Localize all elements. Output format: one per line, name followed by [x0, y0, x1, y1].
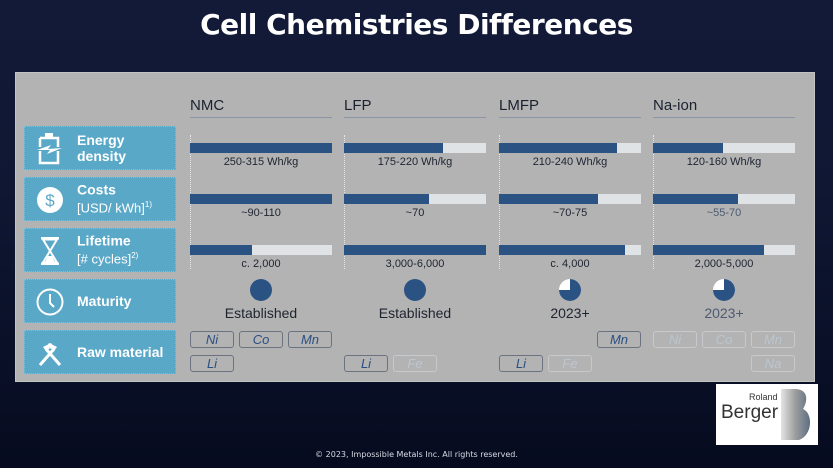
label-lifetime-line2: [# cycles]: [77, 251, 132, 267]
logo-berger: Berger: [721, 402, 779, 423]
clock-icon: [36, 288, 64, 316]
lifetime-value-lmfp: c. 4,000: [550, 258, 590, 270]
lifetime-bar-fill: [653, 245, 764, 255]
energy-bar-fill: [653, 143, 723, 153]
maturity-label-lfp: Established: [378, 305, 452, 321]
maturity-indicator-na-ion: [713, 279, 735, 301]
maturity-indicator-lmfp: [559, 279, 581, 301]
lifetime-value-nmc: c. 2,000: [241, 258, 281, 270]
label-costs-line1: Costs: [77, 181, 116, 198]
column-header-lmfp: LMFP: [499, 97, 540, 114]
label-energy-line2: density: [77, 148, 127, 164]
energy-value-lmfp: 210-240 Wh/kg: [532, 156, 608, 168]
costs-value-nmc: ~90-110: [241, 207, 281, 219]
energy-value-na-ion: 120-160 Wh/kg: [686, 156, 762, 168]
material-chip-fe: Fe: [393, 355, 437, 372]
material-chip-mn: Mn: [288, 331, 332, 348]
column-rule: [653, 117, 795, 118]
costs-bar-nmc: [190, 194, 332, 204]
energy-bar-fill: [190, 143, 332, 153]
costs-bar-lfp: [344, 194, 486, 204]
column-header-lfp: LFP: [344, 97, 372, 114]
maturity-label-lmfp: 2023+: [550, 305, 590, 321]
maturity-indicator-lfp: [404, 279, 426, 301]
label-maturity: Maturity: [77, 293, 132, 309]
hourglass-icon: [41, 237, 59, 265]
energy-bar-fill: [499, 143, 617, 153]
label-energy-line1: Energy: [77, 132, 125, 148]
lifetime-bar-fill: [499, 245, 626, 255]
energy-bar-nmc: [190, 143, 332, 153]
material-chip-ni: Ni: [653, 331, 697, 348]
row-label-maturity: Maturity: [24, 279, 176, 323]
costs-bar-fill: [344, 194, 430, 204]
column-header-na-ion: Na-ion: [653, 97, 698, 114]
copyright-footer: © 2023, Impossible Metals Inc. All right…: [315, 450, 518, 459]
material-chip-li: Li: [344, 355, 388, 372]
material-chip-li: Li: [190, 355, 234, 372]
row-label-energy-density: Energy density: [24, 126, 176, 170]
roland-berger-logo: Roland Berger: [716, 384, 818, 445]
lifetime-bar-lmfp: [499, 245, 641, 255]
energy-bar-lfp: [344, 143, 486, 153]
label-lifetime-line1: Lifetime: [77, 232, 131, 249]
energy-bar-lmfp: [499, 143, 641, 153]
footnote-2: 2): [131, 251, 139, 261]
comparison-panel: Energy density $ Costs [USD/ kWh]1) Lifeti…: [15, 72, 815, 382]
costs-bar-lmfp: [499, 194, 641, 204]
material-chip-mn: Mn: [751, 331, 795, 348]
row-label-lifetime: Lifetime [# cycles]2): [24, 228, 176, 272]
energy-bar-na-ion: [653, 143, 795, 153]
costs-bar-fill: [190, 194, 332, 204]
logo-roland: Roland: [749, 392, 778, 402]
maturity-label-na-ion: 2023+: [704, 305, 744, 321]
material-chip-co: Co: [702, 331, 746, 348]
energy-value-lfp: 175-220 Wh/kg: [377, 156, 453, 168]
label-costs-line2: [USD/ kWh]: [77, 200, 145, 216]
lifetime-bar-lfp: [344, 245, 486, 255]
column-rule: [499, 117, 641, 118]
maturity-label-nmc: Established: [224, 305, 298, 321]
column-header-nmc: NMC: [190, 97, 225, 114]
svg-text:$: $: [45, 191, 55, 210]
lifetime-bar-nmc: [190, 245, 332, 255]
battery-bolt-icon: [37, 133, 62, 165]
costs-bar-na-ion: [653, 194, 795, 204]
costs-value-lfp: ~70: [405, 207, 425, 219]
label-raw-material: Raw material: [77, 344, 164, 360]
material-chip-co: Co: [239, 331, 283, 348]
material-chip-mn: Mn: [597, 331, 641, 348]
column-rule: [344, 117, 486, 118]
row-label-costs: $ Costs [USD/ kWh]1): [24, 177, 176, 221]
maturity-indicator-nmc: [250, 279, 272, 301]
lifetime-value-na-ion: 2,000-5,000: [694, 258, 754, 270]
costs-bar-fill: [499, 194, 599, 204]
costs-bar-fill: [653, 194, 739, 204]
energy-value-nmc: 250-315 Wh/kg: [223, 156, 299, 168]
material-chip-li: Li: [499, 355, 543, 372]
material-chip-fe: Fe: [548, 355, 592, 372]
column-rule: [190, 117, 332, 118]
row-label-raw-material: Raw material: [24, 330, 176, 374]
lifetime-bar-na-ion: [653, 245, 795, 255]
lifetime-bar-fill: [344, 245, 486, 255]
costs-value-lmfp: ~70-75: [552, 207, 588, 219]
footnote-1: 1): [144, 200, 153, 210]
material-chip-ni: Ni: [190, 331, 234, 348]
lifetime-bar-fill: [190, 245, 253, 255]
lifetime-value-lfp: 3,000-6,000: [385, 258, 445, 270]
energy-bar-fill: [344, 143, 444, 153]
material-chip-na: Na: [751, 355, 795, 372]
costs-value-na-ion: ~55-70: [706, 207, 742, 219]
page-title: Cell Chemistries Differences: [200, 8, 633, 41]
logo-b-mark: [781, 389, 811, 440]
hammers-icon: [38, 343, 62, 366]
dollar-icon: $: [37, 187, 63, 213]
